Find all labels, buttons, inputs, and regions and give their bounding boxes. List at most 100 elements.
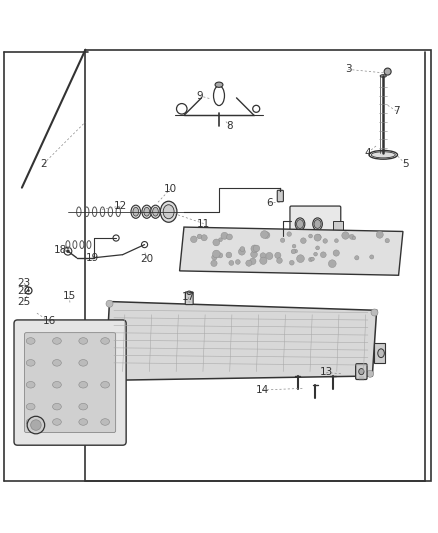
- Ellipse shape: [187, 291, 191, 295]
- Ellipse shape: [313, 218, 322, 230]
- Text: 7: 7: [393, 106, 400, 116]
- Circle shape: [31, 420, 41, 430]
- Ellipse shape: [380, 75, 386, 77]
- Ellipse shape: [101, 419, 110, 425]
- Ellipse shape: [101, 338, 110, 344]
- Ellipse shape: [26, 403, 35, 410]
- Circle shape: [309, 234, 312, 238]
- Circle shape: [212, 255, 217, 260]
- Circle shape: [213, 239, 220, 246]
- FancyBboxPatch shape: [277, 190, 283, 201]
- Circle shape: [335, 239, 338, 243]
- Text: 2: 2: [40, 159, 47, 168]
- Text: 9: 9: [196, 91, 203, 101]
- Circle shape: [236, 260, 240, 264]
- Circle shape: [311, 257, 314, 261]
- Text: 16: 16: [42, 316, 56, 326]
- Circle shape: [251, 245, 258, 253]
- Circle shape: [291, 249, 296, 254]
- Circle shape: [253, 245, 260, 252]
- Circle shape: [309, 257, 313, 262]
- Circle shape: [314, 252, 318, 256]
- Ellipse shape: [26, 338, 35, 344]
- Circle shape: [277, 258, 283, 263]
- Text: 12: 12: [114, 201, 127, 211]
- Ellipse shape: [79, 403, 88, 410]
- Ellipse shape: [144, 207, 150, 216]
- Ellipse shape: [295, 218, 305, 230]
- Circle shape: [226, 252, 232, 258]
- Text: 13: 13: [320, 367, 333, 377]
- Ellipse shape: [371, 152, 396, 158]
- Ellipse shape: [152, 207, 158, 216]
- Text: 5: 5: [402, 159, 409, 168]
- FancyBboxPatch shape: [25, 333, 116, 432]
- Circle shape: [280, 238, 285, 243]
- Ellipse shape: [53, 419, 61, 425]
- Circle shape: [106, 300, 113, 307]
- Text: 22: 22: [18, 286, 31, 296]
- Text: 18: 18: [54, 245, 67, 255]
- Text: 11: 11: [197, 219, 210, 229]
- FancyBboxPatch shape: [14, 320, 126, 445]
- Text: 6: 6: [266, 198, 273, 208]
- Ellipse shape: [53, 360, 61, 366]
- Text: 15: 15: [63, 291, 76, 301]
- Text: 14: 14: [256, 385, 269, 395]
- Ellipse shape: [151, 205, 160, 219]
- Text: 20: 20: [140, 254, 153, 264]
- Ellipse shape: [53, 382, 61, 388]
- Circle shape: [385, 238, 389, 243]
- Text: 3: 3: [345, 64, 352, 75]
- Circle shape: [263, 232, 270, 238]
- Circle shape: [290, 260, 294, 265]
- Ellipse shape: [314, 220, 321, 229]
- Circle shape: [275, 252, 281, 259]
- Text: 23: 23: [18, 278, 31, 288]
- Circle shape: [191, 236, 197, 243]
- Circle shape: [294, 249, 297, 253]
- Ellipse shape: [133, 207, 138, 216]
- Circle shape: [218, 253, 223, 258]
- Ellipse shape: [79, 360, 88, 366]
- Circle shape: [229, 261, 234, 265]
- Circle shape: [27, 416, 45, 434]
- Circle shape: [300, 238, 306, 244]
- Circle shape: [211, 260, 217, 266]
- Text: 17: 17: [182, 292, 195, 302]
- Circle shape: [292, 244, 296, 248]
- Text: 8: 8: [226, 122, 233, 131]
- Text: 19: 19: [86, 253, 99, 263]
- Circle shape: [240, 247, 245, 252]
- Circle shape: [370, 255, 374, 259]
- Circle shape: [342, 232, 349, 239]
- Ellipse shape: [79, 338, 88, 344]
- Circle shape: [321, 252, 326, 257]
- Ellipse shape: [79, 419, 88, 425]
- Circle shape: [246, 260, 252, 266]
- Circle shape: [287, 232, 291, 236]
- Ellipse shape: [53, 338, 61, 344]
- Circle shape: [219, 238, 223, 241]
- Circle shape: [333, 250, 339, 256]
- Ellipse shape: [142, 205, 152, 219]
- Circle shape: [250, 258, 256, 264]
- Ellipse shape: [53, 403, 61, 410]
- Polygon shape: [105, 302, 377, 381]
- Circle shape: [323, 239, 328, 243]
- Circle shape: [251, 251, 258, 257]
- Circle shape: [104, 373, 111, 379]
- Circle shape: [260, 253, 266, 259]
- Circle shape: [238, 248, 245, 255]
- Circle shape: [66, 249, 70, 253]
- Circle shape: [212, 250, 220, 258]
- Circle shape: [201, 235, 207, 241]
- Ellipse shape: [160, 201, 177, 222]
- Circle shape: [316, 235, 321, 240]
- Ellipse shape: [131, 205, 141, 219]
- Circle shape: [355, 256, 359, 260]
- Ellipse shape: [26, 419, 35, 425]
- Circle shape: [260, 257, 267, 264]
- Ellipse shape: [163, 205, 174, 219]
- Text: 25: 25: [18, 296, 31, 306]
